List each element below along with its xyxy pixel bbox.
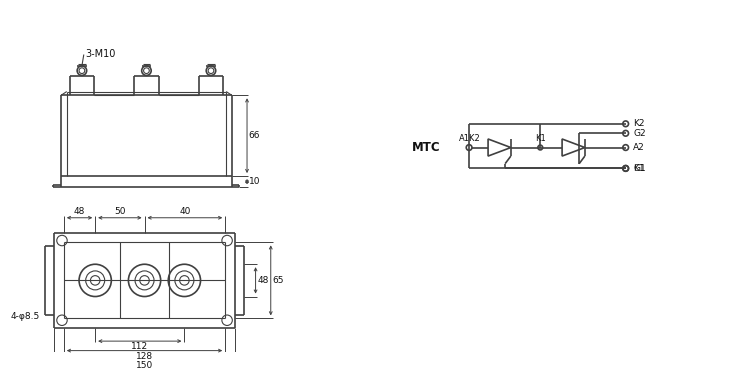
Text: 128: 128: [136, 352, 153, 361]
Text: 3-M10: 3-M10: [86, 49, 116, 59]
Text: 10: 10: [249, 177, 260, 186]
Text: 150: 150: [136, 361, 153, 369]
Text: G1: G1: [633, 164, 646, 173]
Text: 40: 40: [179, 207, 190, 215]
Text: 65: 65: [272, 276, 284, 285]
Text: G2: G2: [633, 129, 646, 138]
Text: K1: K1: [633, 164, 645, 173]
Text: A2: A2: [633, 143, 645, 152]
Text: 50: 50: [114, 207, 125, 215]
Text: K2: K2: [633, 119, 645, 128]
Text: K1: K1: [535, 134, 546, 144]
Text: 48: 48: [74, 207, 86, 215]
Text: 66: 66: [249, 131, 260, 140]
Text: 4-φ8.5: 4-φ8.5: [11, 312, 40, 321]
Text: A1K2: A1K2: [459, 134, 481, 144]
Text: MTC: MTC: [412, 141, 441, 154]
Text: 112: 112: [131, 342, 148, 351]
Text: 48: 48: [257, 276, 268, 285]
